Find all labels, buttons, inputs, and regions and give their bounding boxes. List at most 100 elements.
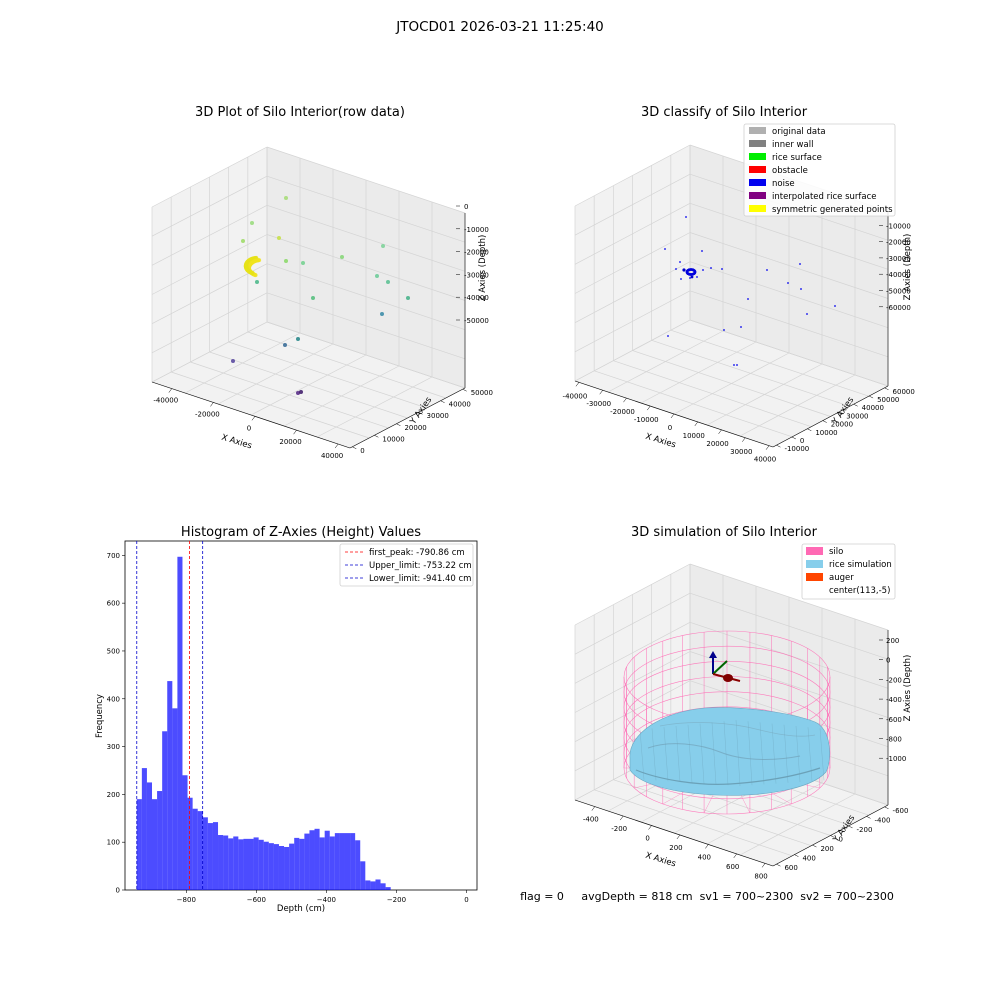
- x-tick-mark: [575, 382, 580, 387]
- z-tick-label: -20000: [886, 239, 911, 247]
- legend-label: symmetric generated points: [772, 205, 893, 215]
- legend-swatch: [749, 179, 766, 186]
- noise-point: [834, 305, 836, 307]
- legend-frame: [801, 543, 896, 600]
- grid-line: [266, 146, 466, 214]
- panel4-z-label: Z Axies (Depth): [903, 655, 913, 722]
- data-point: [250, 221, 254, 225]
- panel1-axes-box: [151, 146, 466, 449]
- histogram-bar: [299, 838, 305, 890]
- noise-point: [721, 268, 723, 270]
- center-marker: [723, 674, 733, 682]
- rice-mesh: [687, 724, 693, 783]
- y-axis-line: [772, 385, 889, 448]
- panel3-legend: first_peak: -790.86 cm Upper_limit: -753.…: [339, 543, 474, 587]
- legend-swatch: [806, 560, 823, 568]
- rice-mesh: [675, 725, 681, 783]
- grid-line: [247, 331, 446, 399]
- z-tick-label: -20000: [464, 249, 489, 257]
- data-point: [406, 296, 410, 300]
- x-tick-mark: [733, 853, 737, 859]
- histogram-bar: [228, 838, 234, 890]
- x-tick-mark: [765, 445, 770, 450]
- z-tick-label: -40000: [464, 294, 489, 302]
- z-tick-label: -50000: [464, 317, 489, 325]
- rice-mesh: [639, 729, 645, 780]
- legend-swatch: [749, 166, 766, 173]
- rice-shade: [635, 767, 821, 785]
- histogram-bar: [370, 881, 376, 890]
- grid-line: [151, 175, 268, 237]
- panel1-scatter-points: [231, 196, 410, 395]
- z-tick-label: -60000: [886, 304, 911, 312]
- noise-point: [787, 282, 789, 284]
- y-tick-mark: [791, 436, 797, 440]
- y-tick-label: 30000: [427, 412, 449, 420]
- panel4-legend: silo rice simulation auger center(113,-5): [801, 543, 896, 600]
- histogram-bar: [238, 839, 244, 890]
- y-tick-label: 20000: [404, 424, 426, 432]
- silo-simulation-3d-panel: 3D simulation of Silo Interior -400-2000…: [574, 525, 913, 880]
- histogram-bar: [314, 828, 320, 890]
- histogram-bar: [167, 681, 173, 890]
- y-tick-label: 50000: [471, 389, 493, 397]
- noise-point: [690, 275, 694, 279]
- y-tick-mark: [866, 816, 871, 819]
- y-tick-label: 200: [820, 845, 833, 853]
- z-tick-label: -30000: [886, 255, 911, 263]
- histogram-bar: [248, 838, 254, 890]
- grid-line: [574, 592, 691, 655]
- grid-line: [670, 329, 869, 397]
- x-tick-label: 0: [247, 424, 251, 432]
- panel2-axes-box: [574, 144, 889, 448]
- histogram-bar: [268, 843, 274, 890]
- data-point: [284, 196, 288, 200]
- y-tick-mark: [418, 412, 423, 415]
- y-tick-mark: [848, 825, 853, 829]
- rice-mesh: [819, 728, 825, 781]
- noise-point: [701, 250, 703, 252]
- grid-line: [266, 175, 466, 243]
- panel2-x-label: X Axies: [644, 432, 677, 451]
- panel1-x-label: X Axies: [220, 433, 253, 452]
- histogram-bar: [319, 837, 325, 890]
- z-tick-label: -10000: [464, 226, 489, 234]
- noise-point: [685, 216, 687, 218]
- y-tick-mark: [352, 446, 357, 450]
- y-tick-mark: [838, 412, 843, 415]
- data-point: [381, 244, 385, 248]
- x-tick-label: 30000: [730, 448, 752, 456]
- data-point: [241, 239, 245, 243]
- legend-label: rice surface: [772, 153, 822, 163]
- y-tick-mark: [822, 420, 827, 423]
- data-point: [283, 343, 287, 347]
- x-tick-label: -20000: [195, 410, 220, 418]
- legend-label: first_peak: -790.86 cm: [369, 548, 465, 558]
- histogram-bar: [187, 797, 193, 890]
- rice-mesh: [771, 723, 777, 784]
- x-tick-mark: [742, 437, 746, 442]
- grid-line: [151, 146, 268, 208]
- histogram-bar: [294, 837, 300, 890]
- x-tick-mark: [619, 815, 624, 821]
- noise-point: [710, 267, 712, 269]
- x-tick-mark: [718, 429, 722, 434]
- z-tick-label: 0: [464, 203, 468, 211]
- histogram-bar: [218, 835, 224, 890]
- histogram-reference-lines: [136, 541, 204, 890]
- panel3-y-label: Frequency: [95, 694, 105, 738]
- x-tick-label: 400: [698, 853, 711, 861]
- rice-mesh: [795, 725, 801, 783]
- x-tick-mark: [334, 443, 339, 449]
- y-tick-mark: [776, 444, 781, 448]
- panel4-x-ticks: -400 -200 0 200 400 600 800: [583, 806, 768, 880]
- histogram-bar: [253, 837, 259, 890]
- x-tick-mark: [705, 844, 709, 849]
- histogram-bar: [304, 833, 310, 890]
- y-tick-label: 400: [802, 855, 815, 863]
- legend-frame: [743, 123, 896, 217]
- histogram-bar: [197, 811, 203, 890]
- x-tick-label: -400: [583, 816, 599, 824]
- panel4-y-ticks: -600-400-200 0 200 400 600: [776, 806, 908, 872]
